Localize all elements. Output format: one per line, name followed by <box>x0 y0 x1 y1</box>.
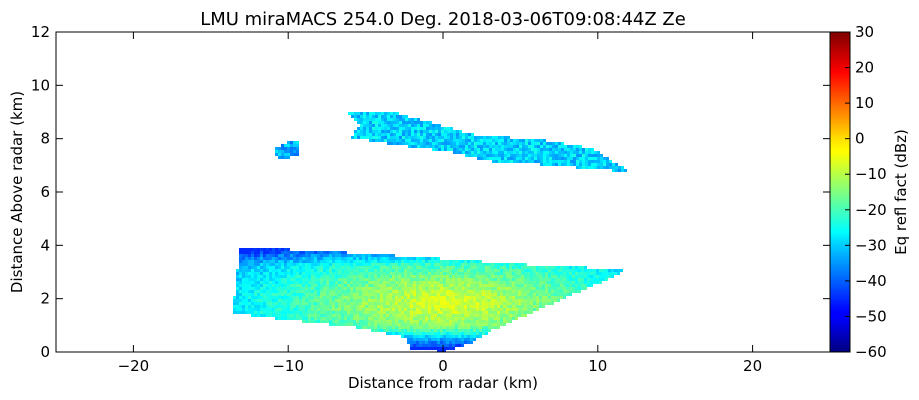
y-tick-label: 4 <box>40 236 50 254</box>
colorbar-ticks: 30 20 10 0 −10 −20 −30 −40 −50 −60 <box>845 23 887 361</box>
colorbar-tick-label: −20 <box>855 201 887 219</box>
y-tick-label: 10 <box>31 76 50 94</box>
x-tick-label: −10 <box>272 357 304 375</box>
colorbar-tick-label: −60 <box>855 343 887 361</box>
colorbar-tick-label: 0 <box>855 130 865 148</box>
colorbar-tick-label: −40 <box>855 272 887 290</box>
x-tick-label: 10 <box>588 357 607 375</box>
x-axis: −20 −10 0 10 20 <box>118 32 762 375</box>
colorbar-tick-label: 10 <box>855 94 874 112</box>
y-tick-label: 0 <box>40 343 50 361</box>
lower-echo-layer <box>233 248 623 352</box>
colorbar-tick-label: −30 <box>855 236 887 254</box>
colorbar-label: Eq refl fact (dBz) <box>892 129 910 255</box>
y-tick-label: 8 <box>40 130 50 148</box>
x-tick-label: 0 <box>438 357 448 375</box>
y-tick-label: 12 <box>31 23 50 41</box>
colorbar <box>829 31 851 353</box>
x-tick-label: −20 <box>118 357 150 375</box>
upper-echo-layer <box>348 112 627 172</box>
colorbar-tick-label: 20 <box>855 59 874 77</box>
chart-title: LMU miraMACS 254.0 Deg. 2018-03-06T09:08… <box>200 9 686 30</box>
x-tick-label: 20 <box>743 357 762 375</box>
y-tick-label: 2 <box>40 290 50 308</box>
y-tick-label: 6 <box>40 183 50 201</box>
colorbar-tick-label: 30 <box>855 23 874 41</box>
data-layer <box>233 112 627 352</box>
colorbar-tick-label: −50 <box>855 307 887 325</box>
upper-left-fragment <box>275 141 299 159</box>
colorbar-tick-label: −10 <box>855 165 887 183</box>
y-axis-label: Distance Above radar (km) <box>8 91 26 293</box>
x-axis-label: Distance from radar (km) <box>348 374 538 392</box>
y-axis: 0 2 4 6 8 10 12 <box>31 23 830 361</box>
